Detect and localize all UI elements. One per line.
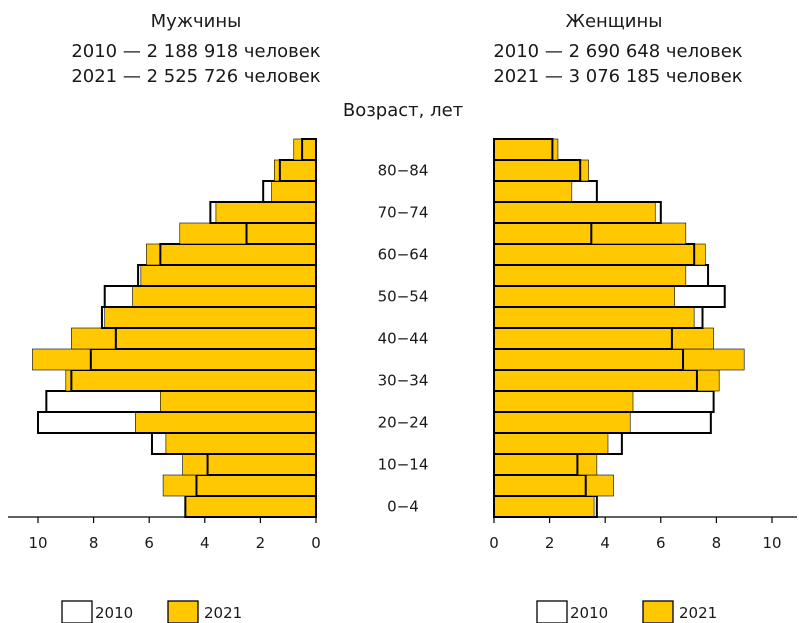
left-bar-2021-age-15 <box>271 180 317 203</box>
right-legend-label-2010: 2010 <box>570 604 608 622</box>
left-panel-subtitle-2010: 2010 — 2 188 918 человек <box>71 41 320 62</box>
right-x-tick-label-0: 0 <box>489 534 499 552</box>
right-legend-label-2021: 2021 <box>679 604 717 622</box>
left-x-tick-label-0: 0 <box>311 534 321 552</box>
left-bar-2021-age-6 <box>65 369 317 392</box>
age-label-10: 50−54 <box>378 288 429 306</box>
left-panel-title: Мужчины <box>151 11 242 32</box>
right-legend-swatch-2021 <box>642 600 674 623</box>
age-label-6: 30−34 <box>378 372 429 390</box>
left-legend-label-2021: 2021 <box>204 604 242 622</box>
right-bar-2021-age-8 <box>493 327 714 350</box>
left-bar-2021-age-2 <box>182 453 317 476</box>
legend: 2010 2021 2010 2021 <box>61 600 717 623</box>
age-label-0: 0−4 <box>387 498 419 516</box>
right-bar-2021-age-15 <box>493 180 573 203</box>
left-bar-2021-age-8 <box>71 327 317 350</box>
left-x-tick-label-4: 4 <box>200 534 210 552</box>
left-bar-2021-age-10 <box>132 285 317 308</box>
right-legend-swatch-2010 <box>536 600 568 623</box>
right-bar-2021-age-11 <box>493 264 687 287</box>
left-bar-2021-age-7 <box>32 348 317 371</box>
right-bar-2021-age-16 <box>493 159 589 182</box>
age-label-2: 10−14 <box>378 456 429 474</box>
left-bar-2021-age-12 <box>146 243 317 266</box>
left-panel-subtitle-2021: 2021 — 2 525 726 человек <box>71 66 320 87</box>
right-x-tick-label-4: 4 <box>600 534 610 552</box>
right-panel-header: Женщины 2010 — 2 690 648 человек 2021 — … <box>493 11 742 87</box>
age-label-12: 60−64 <box>378 246 429 264</box>
right-bar-2021-age-10 <box>493 285 675 308</box>
age-label-4: 20−24 <box>378 414 429 432</box>
left-bar-2021-age-11 <box>140 264 317 287</box>
left-bar-2021-age-5 <box>160 390 317 413</box>
right-bar-2021-age-13 <box>493 222 687 245</box>
right-x-tick-label-6: 6 <box>656 534 666 552</box>
age-axis-label: Возраст, лет <box>343 100 463 121</box>
right-x-tick-label-2: 2 <box>545 534 555 552</box>
left-x-tick-label-8: 8 <box>89 534 99 552</box>
right-bar-2021-age-14 <box>493 201 656 224</box>
left-x-tick-label-10: 10 <box>28 534 47 552</box>
age-label-14: 70−74 <box>378 204 429 222</box>
left-legend-label-2010: 2010 <box>95 604 133 622</box>
right-bar-2021-age-6 <box>493 369 720 392</box>
left-bar-2021-age-3 <box>165 432 317 455</box>
left-bar-2021-age-9 <box>104 306 317 329</box>
right-bar-2021-age-0 <box>493 495 595 518</box>
age-label-8: 40−44 <box>378 330 429 348</box>
age-label-16: 80−84 <box>378 162 429 180</box>
right-bar-2021-age-1 <box>493 474 614 497</box>
left-bar-2021-age-13 <box>179 222 317 245</box>
right-x-tick-label-10: 10 <box>762 534 781 552</box>
right-bar-2021-age-9 <box>493 306 695 329</box>
right-x-tick-label-8: 8 <box>712 534 722 552</box>
right-bar-2021-age-5 <box>493 390 634 413</box>
right-panel-title: Женщины <box>566 11 663 32</box>
left-legend-swatch-2021 <box>167 600 199 623</box>
right-bar-2021-age-3 <box>493 432 609 455</box>
bars-layer <box>32 138 745 518</box>
left-x-tick-label-6: 6 <box>144 534 154 552</box>
right-bar-2021-age-12 <box>493 243 706 266</box>
left-legend-swatch-2010 <box>61 600 93 623</box>
right-bar-2021-age-4 <box>493 411 631 434</box>
left-bar-2021-age-4 <box>135 411 317 434</box>
right-panel-subtitle-2021: 2021 — 3 076 185 человек <box>493 66 742 87</box>
left-bar-2021-age-14 <box>215 201 317 224</box>
left-bar-2021-age-0 <box>185 495 317 518</box>
axes-layer: 0 2 4 6 8 10 0 2 4 6 8 10 <box>8 139 797 552</box>
left-panel-header: Мужчины 2010 — 2 188 918 человек 2021 — … <box>71 11 320 87</box>
right-bar-2021-age-17 <box>493 138 559 161</box>
left-x-tick-label-2: 2 <box>256 534 266 552</box>
left-bar-2021-age-1 <box>162 474 317 497</box>
left-bar-2021-age-17 <box>293 138 317 161</box>
right-panel-subtitle-2010: 2010 — 2 690 648 человек <box>493 41 742 62</box>
right-bar-2021-age-2 <box>493 453 598 476</box>
age-labels-layer: 0−4 10−14 20−24 30−34 40−44 50−54 60−64 70−74 80… <box>378 162 429 516</box>
right-bar-2021-age-7 <box>493 348 745 371</box>
